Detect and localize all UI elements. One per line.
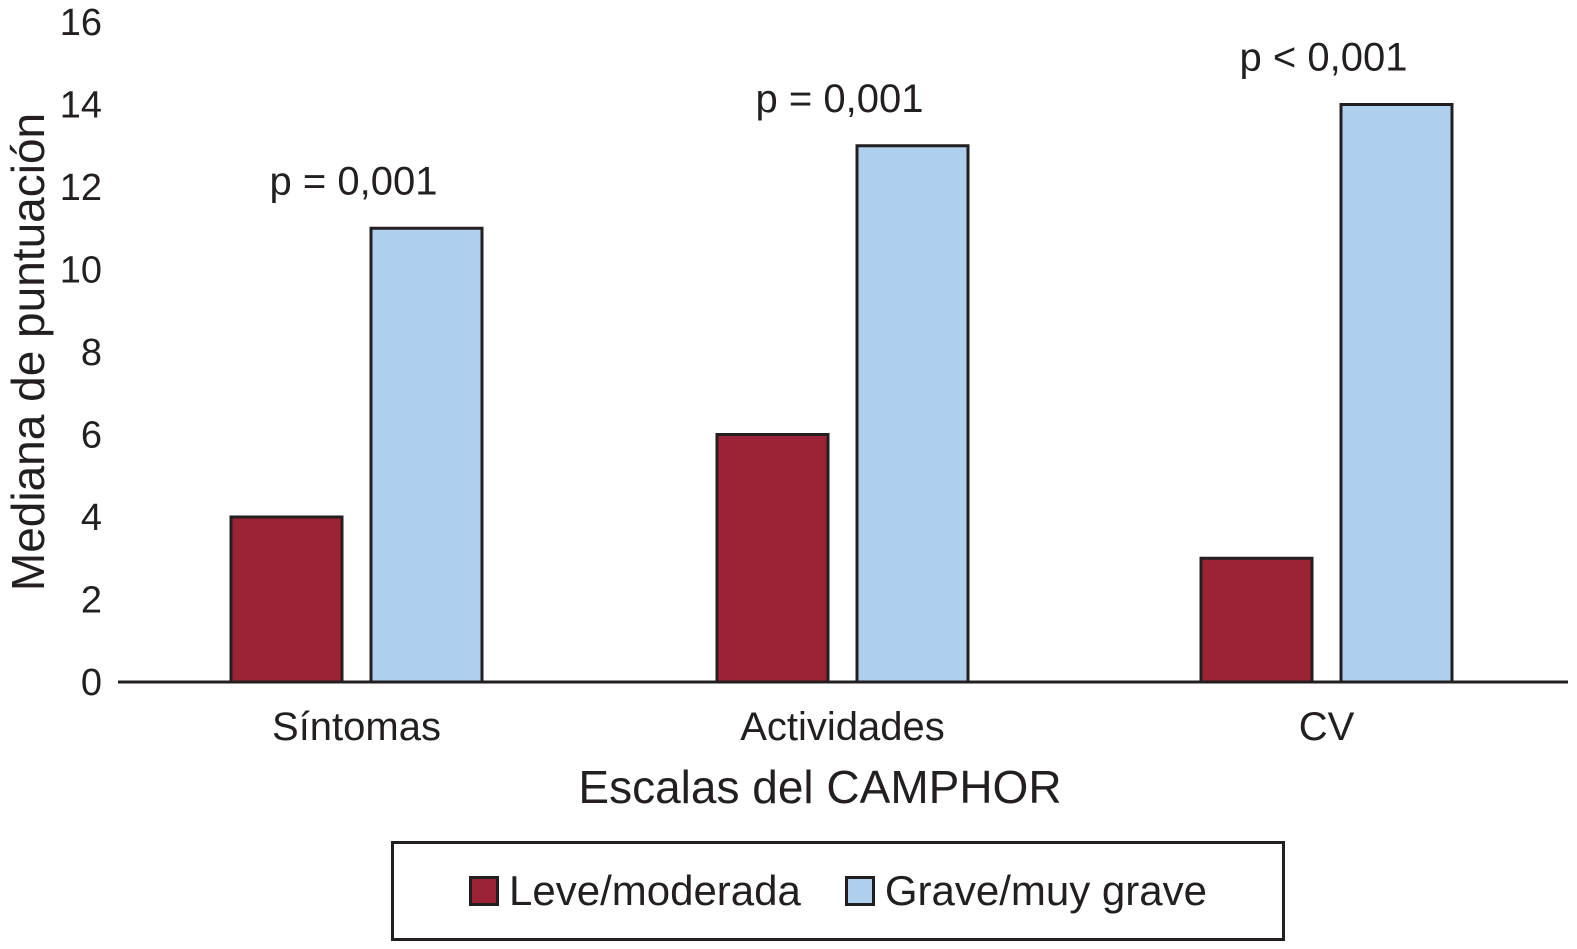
y-axis-label: Mediana de puntuación: [2, 113, 54, 591]
x-axis-ticks: Síntomas Actividades CV: [272, 705, 1355, 749]
legend-item-leve: Leve/moderada: [469, 867, 801, 915]
bar-leve: [715, 433, 830, 684]
bar-grave: [855, 144, 970, 684]
p-value-annotations: p = 0,001 p = 0,001 p < 0,001: [270, 36, 1408, 204]
y-tick-label: 2: [81, 580, 102, 622]
x-tick-label: Síntomas: [272, 705, 441, 749]
legend-item-grave: Grave/muy grave: [844, 867, 1207, 915]
legend: Leve/moderada Grave/muy grave: [391, 841, 1285, 941]
legend-label-leve: Leve/moderada: [509, 867, 801, 914]
y-tick-label: 6: [81, 415, 102, 457]
y-tick-label: 10: [60, 250, 102, 292]
legend-label-grave: Grave/muy grave: [884, 867, 1207, 914]
bar-leve: [1199, 556, 1314, 684]
y-tick-label: 16: [60, 2, 102, 44]
y-tick-label: 8: [81, 332, 102, 374]
bars: [229, 103, 1454, 684]
x-tick-label: CV: [1299, 705, 1355, 749]
y-tick-label: 14: [60, 85, 102, 127]
legend-swatch-grave: [844, 876, 875, 906]
y-axis-ticks: 0 2 4 6 8 10 12 14 16: [60, 2, 102, 704]
p-value-annotation: p < 0,001: [1240, 36, 1408, 80]
bar-chart: 0 2 4 6 8 10 12 14 16 p = 0,001 p = 0,001 p < 0,00…: [2, 2, 1568, 813]
bar-grave: [369, 226, 484, 684]
bar-grave: [1339, 103, 1454, 684]
bar-leve: [229, 515, 344, 684]
y-tick-label: 12: [60, 167, 102, 209]
p-value-annotation: p = 0,001: [756, 77, 924, 121]
x-axis-label: Escalas del CAMPHOR: [578, 761, 1061, 813]
y-tick-label: 4: [81, 497, 102, 539]
y-tick-label: 0: [81, 662, 102, 704]
p-value-annotation: p = 0,001: [270, 159, 438, 203]
x-tick-label: Actividades: [740, 705, 945, 749]
legend-swatch-leve: [469, 876, 499, 906]
